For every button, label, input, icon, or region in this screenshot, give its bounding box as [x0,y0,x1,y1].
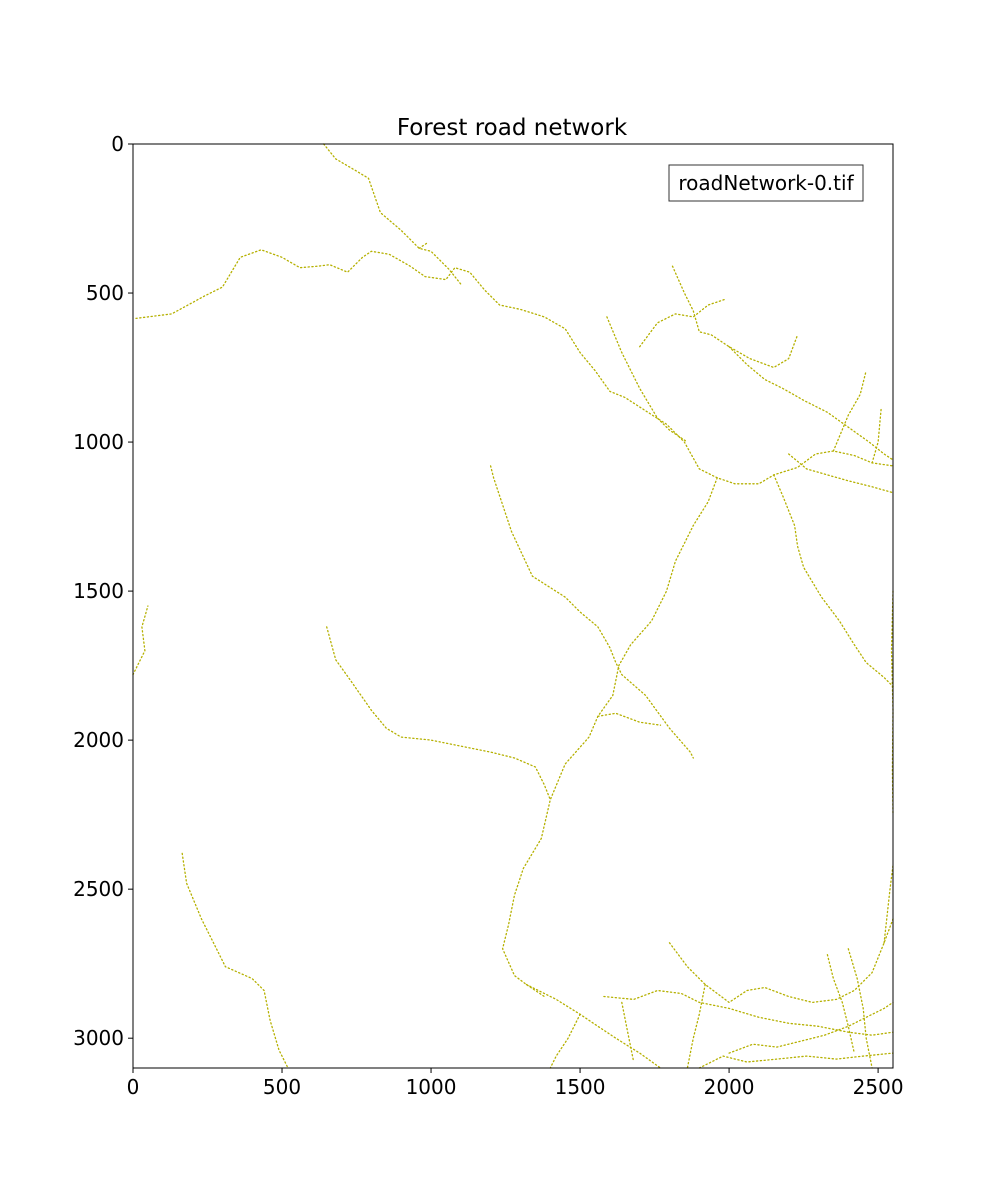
x-axis: 0 500 1000 1500 2000 2500 [127,1068,904,1099]
road-west-edge-road [132,605,149,676]
road-east-north-spur [832,369,867,452]
road-northwest-road [135,249,894,485]
road-northeast-cross [788,453,894,494]
chart-title: Forest road network [397,115,628,141]
y-tick-label: 1500 [73,579,124,603]
road-east-north-spur-2 [871,408,882,464]
road-main-north-south [501,477,718,998]
road-north-road [323,143,462,285]
x-tick-label: 1000 [406,1075,457,1099]
y-tick-label: 2500 [73,877,124,901]
road-northeast-web [606,316,689,443]
y-tick-label: 1000 [73,430,124,454]
road-southeast-road-6 [847,948,873,1069]
road-southeast-road-7 [826,954,855,1054]
road-southeast-road-9 [621,1001,635,1063]
y-tick-label: 500 [86,281,124,305]
road-network [132,143,894,1069]
road-southeast-road-5 [698,1052,894,1069]
x-tick-label: 500 [263,1075,301,1099]
y-axis: 0 500 1000 1500 2000 2500 3000 [73,132,133,1050]
y-tick-label: 0 [111,132,124,156]
y-tick-label: 3000 [73,1026,124,1050]
road-north-central-link [418,241,429,249]
road-west-branch [326,626,551,801]
x-tick-label: 2000 [704,1075,755,1099]
y-tick-label: 2000 [73,728,124,752]
x-tick-label: 2500 [853,1075,904,1099]
road-southeast-road-10 [686,983,706,1069]
legend-box: roadNetwork-0.tif [668,164,864,202]
road-southeast-road-1 [525,983,662,1069]
plot-frame [132,143,894,1069]
x-tick-label: 1500 [555,1075,606,1099]
road-northeast-web-3 [671,265,799,369]
legend-frame [668,164,864,202]
road-southeast-road-4 [728,1001,894,1054]
road-southeast-road-8 [549,1013,581,1069]
x-tick-label: 0 [127,1075,140,1099]
road-southeast-road-2 [603,989,894,1036]
road-east-rise [883,864,894,944]
road-east-spur-1900 [597,712,662,726]
road-central-road [489,465,694,759]
road-southwest-road [181,852,289,1069]
legend-label: roadNetwork-0.tif [678,171,854,195]
